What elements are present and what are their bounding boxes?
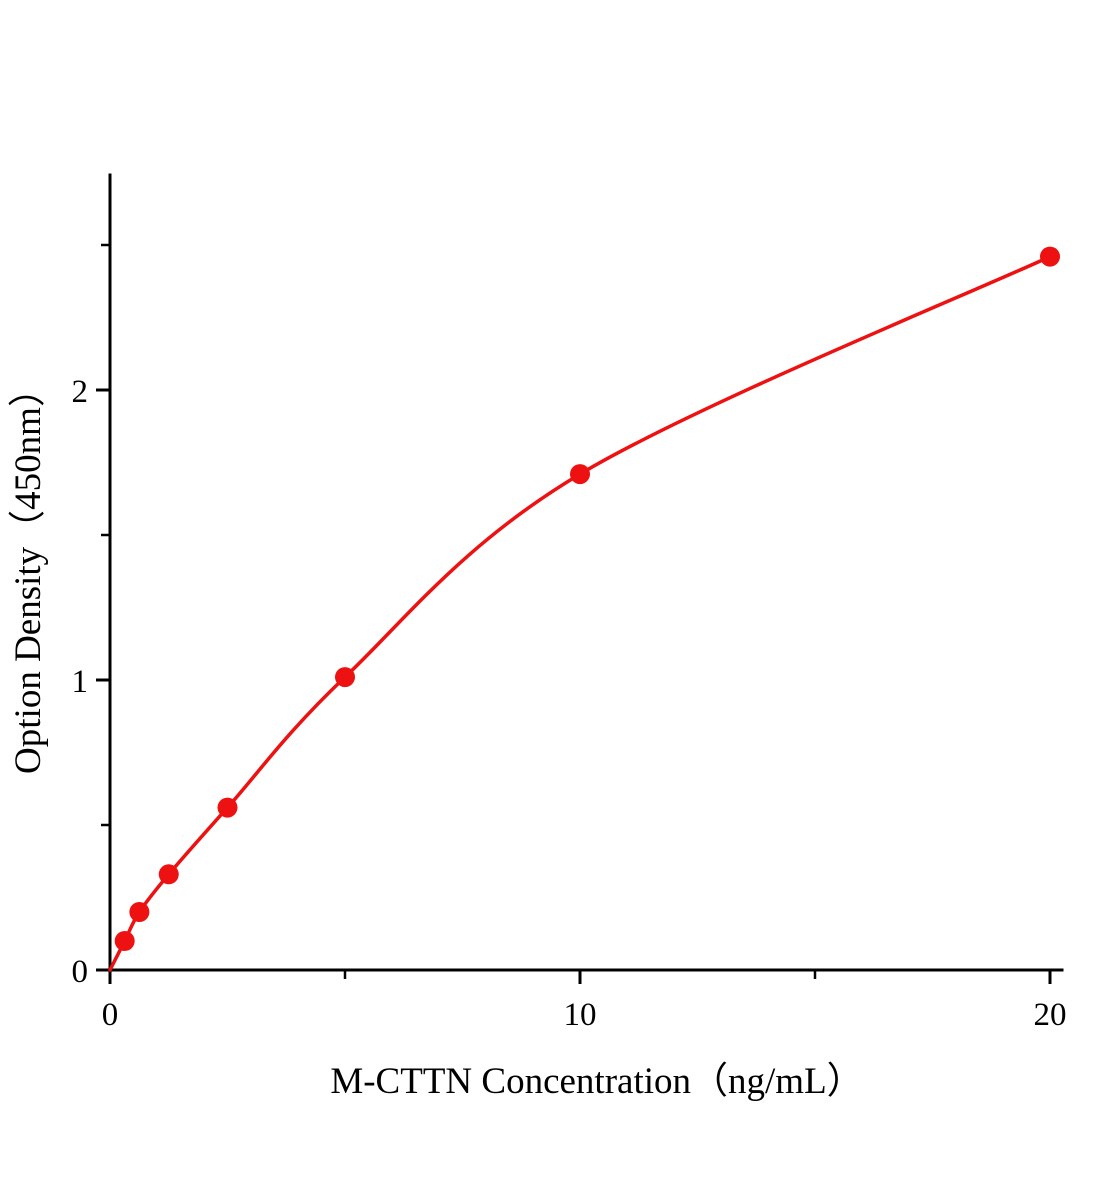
- y-axis-label: Option Density（450nm）: [8, 370, 49, 774]
- data-point: [217, 797, 238, 818]
- x-axis-tick-label: 20: [1034, 997, 1067, 1033]
- data-point: [158, 864, 179, 885]
- data-point: [570, 464, 590, 485]
- y-axis-tick-label: 1: [72, 664, 89, 700]
- x-axis-tick-label: 10: [564, 997, 597, 1033]
- x-axis-tick-label: 0: [102, 997, 119, 1033]
- plot-area: 0 10 20 0 1 2: [72, 173, 1067, 1033]
- y-axis-tick-label: 2: [72, 374, 89, 410]
- data-point: [129, 902, 150, 922]
- data-point: [114, 931, 135, 951]
- standard-curve-line: [108, 254, 1052, 972]
- x-axis-label: M-CTTN Concentration（ng/mL）: [330, 1061, 863, 1102]
- axes-spine: [108, 173, 1064, 972]
- data-point: [335, 667, 355, 688]
- y-axis-tick-label: 0: [72, 954, 89, 990]
- data-point: [1040, 246, 1060, 267]
